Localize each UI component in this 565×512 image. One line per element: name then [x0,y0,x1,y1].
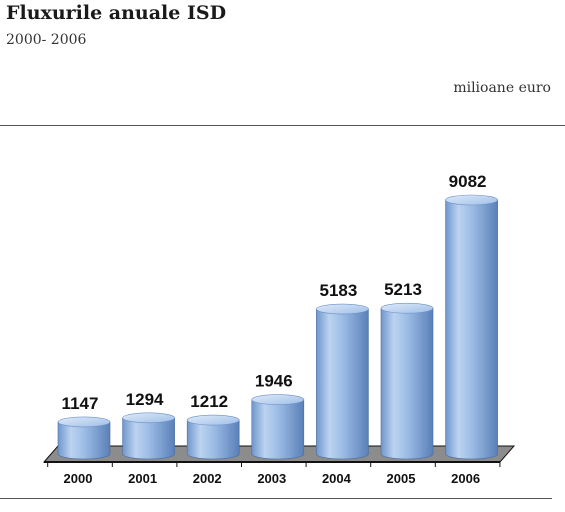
bottom-divider [0,498,552,499]
data-label: 5183 [319,281,357,300]
x-tick-label: 2004 [322,471,352,486]
bars-group: 1147 1294 1212 1946 5183 5213 9082 [57,172,498,460]
bar-cap [122,412,175,424]
bar-2002: 1212 [186,392,240,460]
data-label: 5213 [384,280,422,299]
bar-cap [316,303,369,315]
bar-body [445,199,498,460]
x-ticks-group: 2000 2001 2002 2003 2004 2005 2006 [47,462,501,486]
bar-cap [186,414,240,426]
bar-body [380,307,434,460]
x-tick-label: 2001 [128,471,157,486]
bar-cap [251,394,305,405]
bar-body [251,399,305,460]
bar-cap [445,194,498,206]
bar-2003: 1946 [251,372,305,460]
data-label: 1946 [255,372,293,391]
x-tick-label: 2000 [64,471,93,486]
bar-2005: 5213 [380,280,434,460]
bar-cap [57,416,111,428]
bar-2006: 9082 [445,172,498,460]
chart-title: Fluxurile anuale ISD [6,2,227,24]
x-tick-label: 2002 [193,471,222,486]
bar-body [122,417,175,460]
data-label: 9082 [449,172,487,191]
data-label: 1212 [190,392,228,411]
data-label: 1294 [126,390,164,409]
bar-body [57,421,111,460]
bar-2000: 1147 [57,394,111,460]
chart-subtitle: 2000- 2006 [6,32,87,48]
data-label: 1147 [62,394,99,413]
unit-label: milioane euro [453,80,551,96]
bar-2001: 1294 [122,390,175,460]
top-divider [0,125,565,126]
bar-body [186,419,240,460]
bar-2004: 5183 [316,281,369,460]
x-tick-label: 2003 [257,471,286,486]
x-tick-label: 2005 [387,471,416,486]
bar-body [316,308,369,460]
bar-cap [380,302,434,314]
x-tick-label: 2006 [451,471,480,486]
